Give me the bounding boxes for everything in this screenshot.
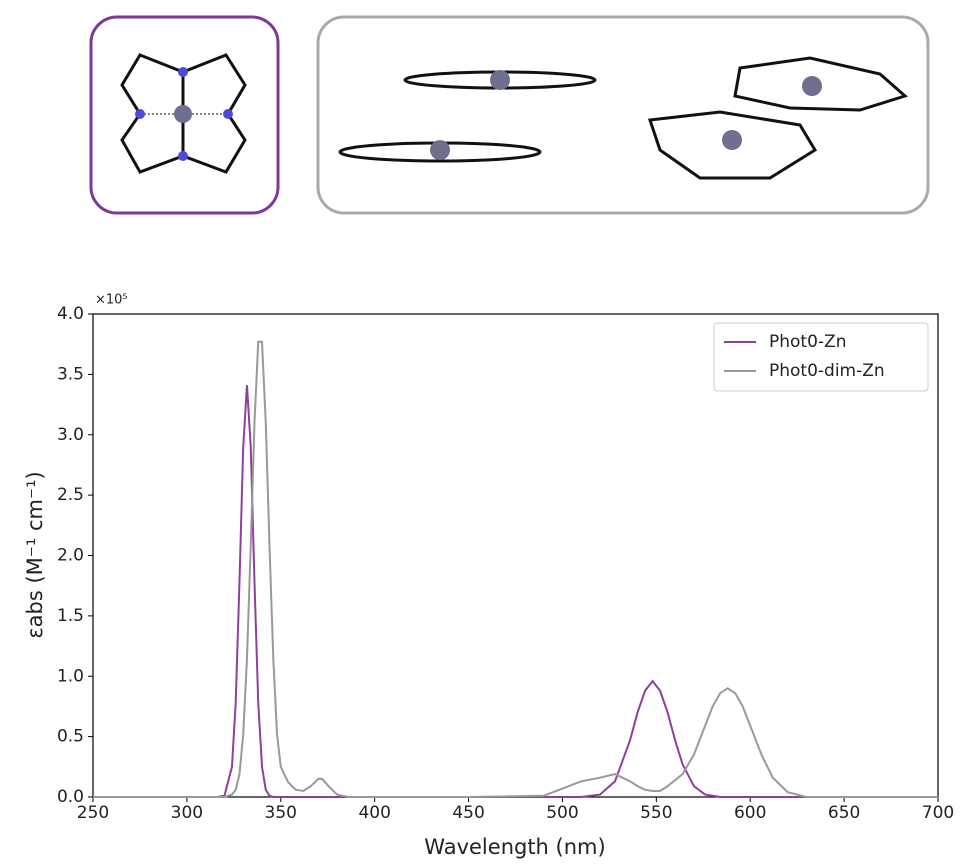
x-axis-label: Wavelength (nm) [424,835,605,859]
y-tick-label: 2.5 [57,485,84,505]
molecule-panel [91,17,928,213]
x-tick-label: 700 [922,803,954,823]
legend-label: Phot0-Zn [769,332,846,352]
y-tick-label: 0.0 [57,787,84,807]
y-tick-label: 1.0 [57,666,84,686]
y-tick-label: 2.0 [57,546,84,566]
x-tick-label: 350 [265,803,297,823]
x-tick-label: 450 [452,803,484,823]
x-tick-label: 550 [640,803,672,823]
y-tick-label: 1.5 [57,606,84,626]
y-tick-label: 4.0 [57,304,84,324]
x-tick-label: 500 [546,803,578,823]
x-tick-label: 600 [734,803,766,823]
figure: ×10⁵ Wavelength (nm) εabs (M⁻¹ cm⁻¹) 250… [0,0,962,861]
legend-label: Phot0-dim-Zn [769,361,885,381]
x-tick-label: 650 [828,803,860,823]
x-tick-label: 300 [171,803,203,823]
series-line [93,342,938,797]
y-axis-label: εabs (M⁻¹ cm⁻¹) [23,471,47,638]
y-tick-label: 3.5 [57,364,84,384]
y-multiplier: ×10⁵ [95,293,128,308]
x-tick-label: 400 [358,803,390,823]
y-tick-label: 3.0 [57,425,84,445]
y-tick-label: 0.5 [57,727,84,747]
series-line [93,385,938,797]
